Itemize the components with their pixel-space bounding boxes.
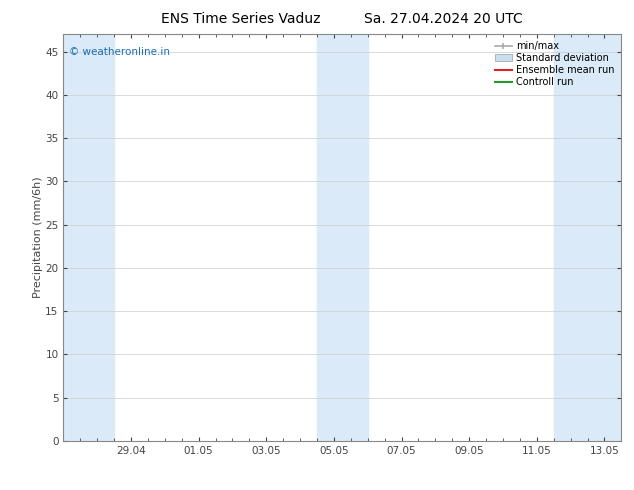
- Legend: min/max, Standard deviation, Ensemble mean run, Controll run: min/max, Standard deviation, Ensemble me…: [493, 39, 616, 89]
- Bar: [553, 34, 621, 441]
- Y-axis label: Precipitation (mm/6h): Precipitation (mm/6h): [32, 177, 42, 298]
- Bar: [63, 34, 114, 441]
- Bar: [317, 34, 368, 441]
- Text: © weatheronline.in: © weatheronline.in: [69, 47, 170, 56]
- Text: ENS Time Series Vaduz: ENS Time Series Vaduz: [161, 12, 321, 26]
- Text: Sa. 27.04.2024 20 UTC: Sa. 27.04.2024 20 UTC: [365, 12, 523, 26]
